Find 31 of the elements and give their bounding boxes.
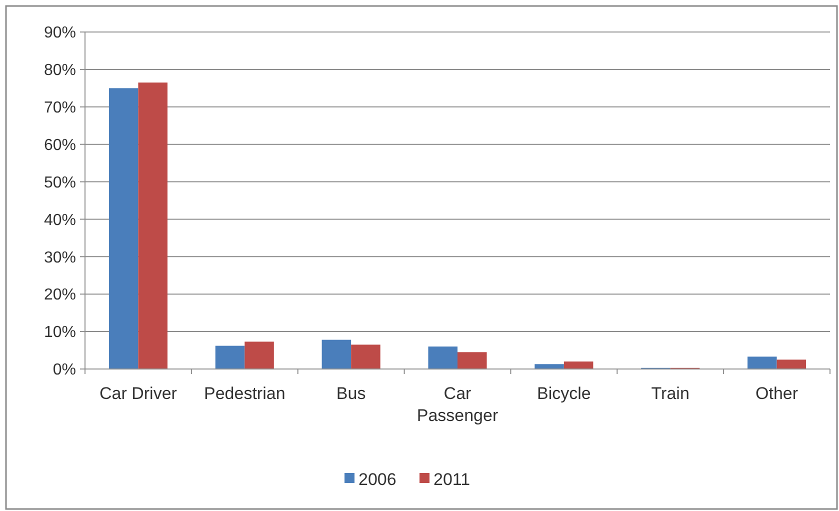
x-tick-label: Car Driver <box>99 384 178 403</box>
x-tick-label: Bus <box>336 384 366 403</box>
y-tick-label: 80% <box>44 62 76 80</box>
y-tick-label: 20% <box>44 286 76 304</box>
y-tick-label: 70% <box>44 99 76 116</box>
y-tick-label: 40% <box>44 212 76 229</box>
y-tick-label: 30% <box>44 249 76 266</box>
bar <box>748 356 777 369</box>
x-tick-label: Bicycle <box>537 384 591 403</box>
x-tick-label: Other <box>756 384 798 403</box>
legend-label: 2006 <box>358 470 396 489</box>
x-tick-label: Pedestrian <box>204 384 286 403</box>
bar <box>564 362 594 369</box>
y-tick-label: 60% <box>44 136 76 154</box>
bar <box>108 88 138 369</box>
bar <box>322 340 352 369</box>
x-tick-label: Train <box>651 384 690 403</box>
bar <box>244 342 274 369</box>
y-tick-label: 10% <box>44 324 76 342</box>
legend-label: 2011 <box>434 470 470 489</box>
bar <box>351 344 380 369</box>
y-tick-label: 0% <box>52 362 76 379</box>
x-tick-label: Car Passenger <box>416 384 498 425</box>
bar <box>138 82 168 369</box>
bar <box>215 346 245 369</box>
bar <box>776 360 806 369</box>
bar <box>428 346 458 369</box>
y-tick-label: 50% <box>44 174 76 192</box>
bar <box>458 352 487 369</box>
bar <box>534 364 564 369</box>
y-tick-label: 90% <box>44 24 76 42</box>
